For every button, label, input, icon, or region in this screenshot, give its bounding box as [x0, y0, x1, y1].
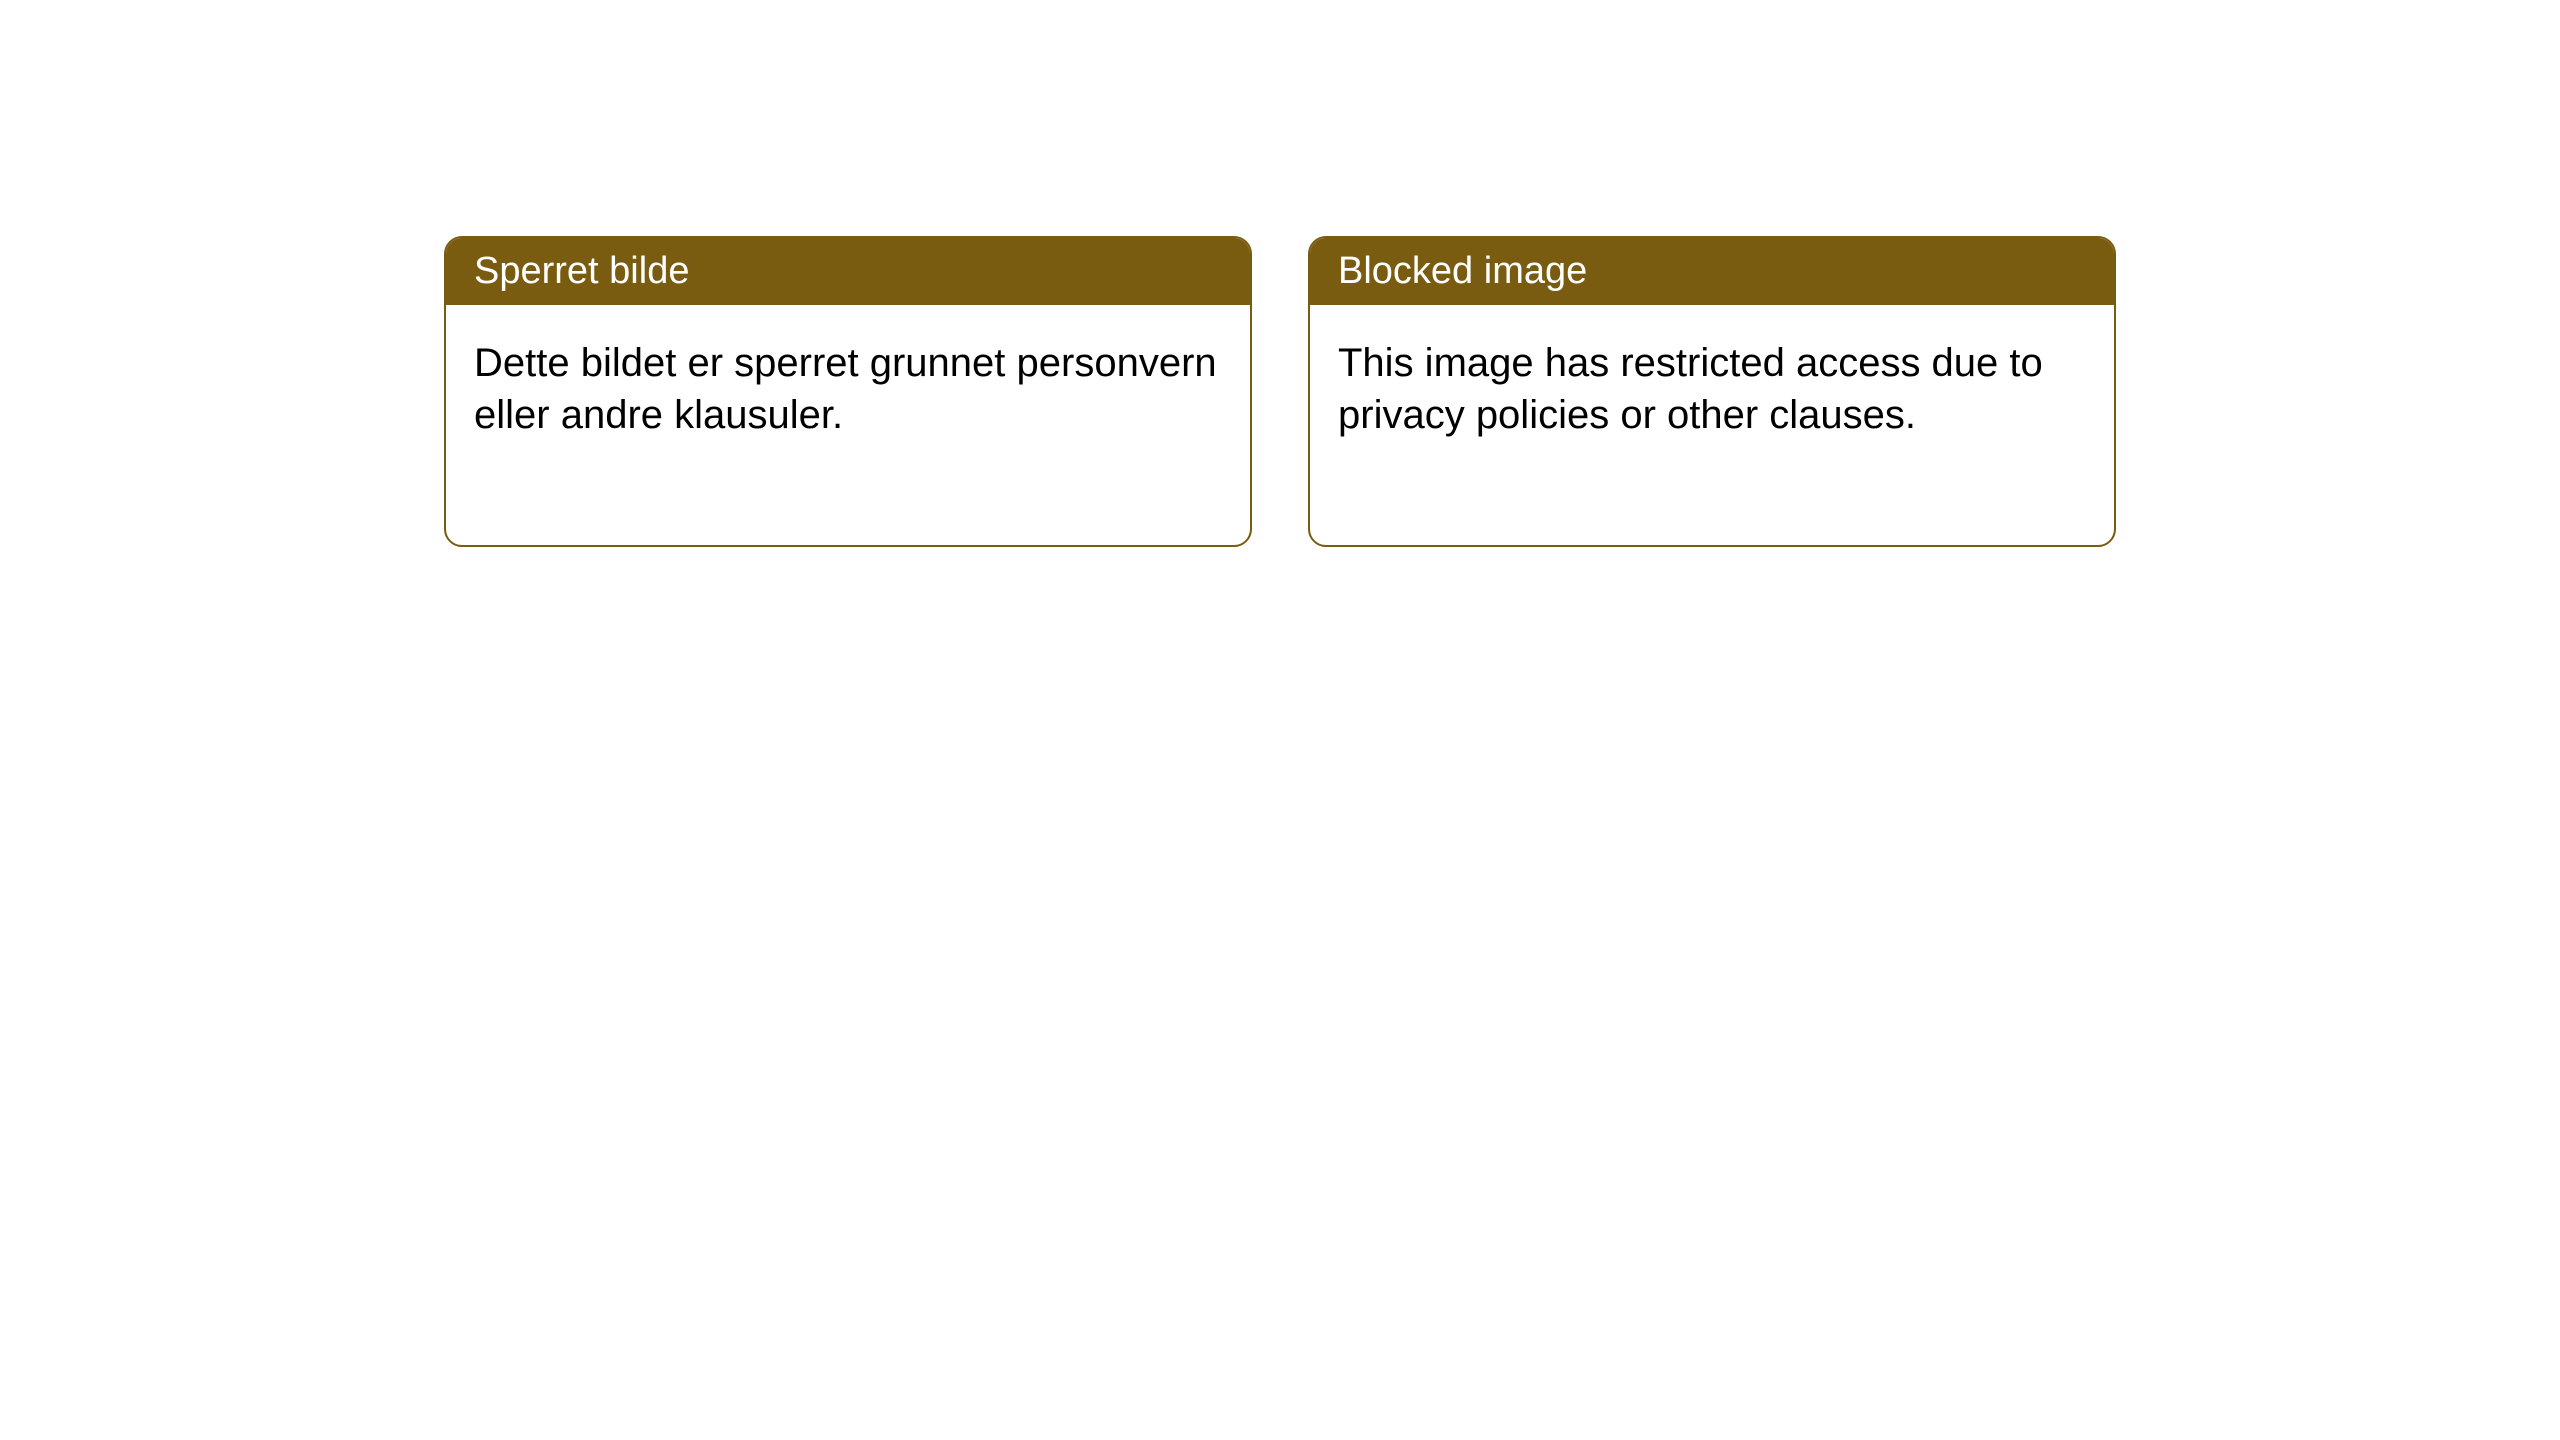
notice-box-english: Blocked image This image has restricted …	[1308, 236, 2116, 547]
notice-body-english: This image has restricted access due to …	[1310, 305, 2114, 545]
notice-header-norwegian: Sperret bilde	[446, 238, 1250, 305]
notice-container: Sperret bilde Dette bildet er sperret gr…	[444, 236, 2116, 547]
notice-body-norwegian: Dette bildet er sperret grunnet personve…	[446, 305, 1250, 545]
notice-text-norwegian: Dette bildet er sperret grunnet personve…	[474, 341, 1217, 437]
notice-box-norwegian: Sperret bilde Dette bildet er sperret gr…	[444, 236, 1252, 547]
notice-title-english: Blocked image	[1338, 250, 1587, 292]
notice-header-english: Blocked image	[1310, 238, 2114, 305]
notice-text-english: This image has restricted access due to …	[1338, 341, 2043, 437]
notice-title-norwegian: Sperret bilde	[474, 250, 689, 292]
